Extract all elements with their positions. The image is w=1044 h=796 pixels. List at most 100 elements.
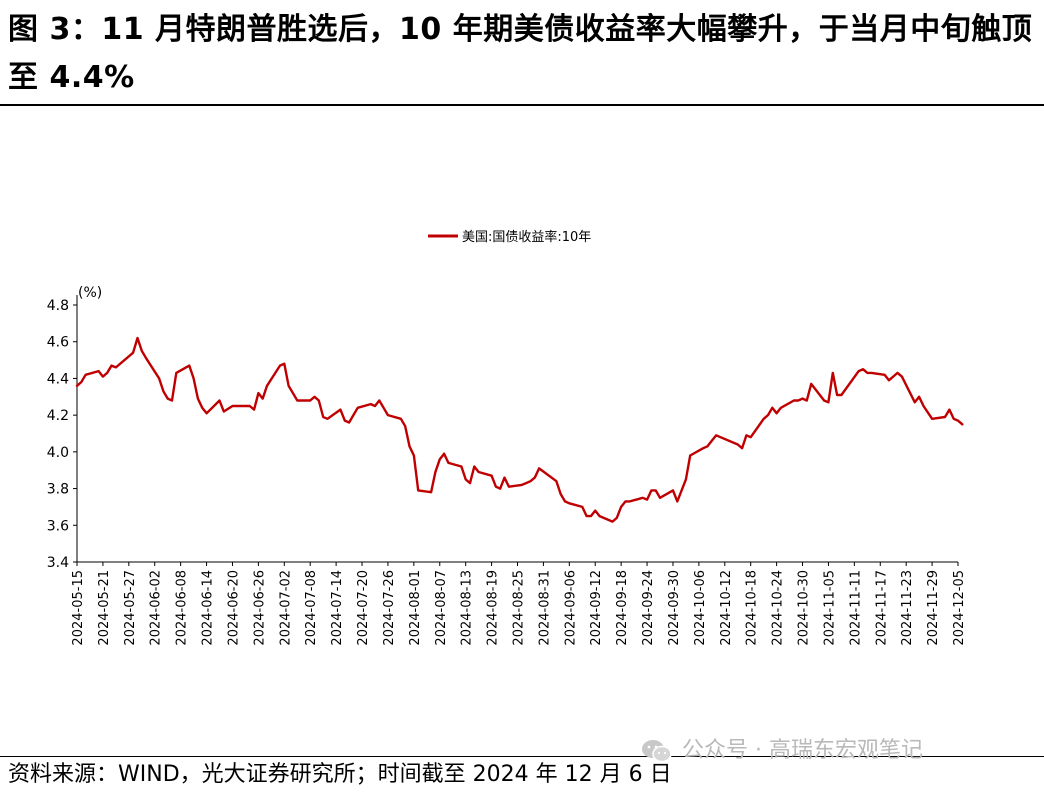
data-point <box>430 491 432 494</box>
data-point <box>348 421 350 424</box>
data-point <box>378 399 381 402</box>
data-point <box>857 370 860 372</box>
legend-label: 美国:国债收益率:10年 <box>462 229 591 245</box>
source-note: 资料来源：WIND，光大证券研究所；时间截至 2024 年 12 月 6 日 <box>8 762 672 787</box>
data-point <box>400 418 402 420</box>
line-chart: 美国:国债收益率:10年 (%) 3.4 3.6 3.8 4.0 4.2 4.4 4.6 4.… <box>47 229 967 646</box>
data-point <box>166 397 169 400</box>
data-point <box>581 506 584 508</box>
data-point <box>473 465 476 468</box>
data-point <box>689 454 691 457</box>
y-tick-label: 3.8 <box>47 482 69 498</box>
data-point <box>538 467 540 470</box>
x-tick-label: 2024-10-24 <box>771 570 786 646</box>
data-point <box>793 399 795 402</box>
data-point <box>629 500 631 503</box>
data-point <box>408 445 411 448</box>
data-point <box>490 474 493 477</box>
data-point <box>555 480 558 483</box>
data-point <box>369 403 372 405</box>
data-point <box>719 436 722 438</box>
data-point <box>568 502 571 505</box>
data-point <box>931 418 933 420</box>
data-point <box>499 487 502 490</box>
data-point <box>896 372 899 374</box>
x-tick-label: 2024-10-06 <box>693 570 708 646</box>
data-point <box>171 399 173 402</box>
data-point <box>136 337 139 339</box>
data-point <box>862 368 864 370</box>
data-point <box>175 372 178 374</box>
data-point <box>952 418 955 420</box>
data-point <box>624 500 627 503</box>
data-point <box>801 397 804 400</box>
data-point <box>417 489 420 492</box>
data-point <box>706 445 709 448</box>
x-tick-label: 2024-05-15 <box>71 570 86 646</box>
data-point <box>110 364 113 367</box>
y-tick-label: 3.4 <box>47 555 69 571</box>
data-point <box>611 520 614 523</box>
data-point <box>866 372 869 374</box>
data-point <box>564 500 566 503</box>
data-point <box>914 401 916 404</box>
data-point <box>439 458 441 461</box>
data-point <box>162 390 165 393</box>
data-point <box>257 392 260 394</box>
x-tick-label: 2024-09-30 <box>667 570 682 646</box>
x-tick-label: 2024-09-24 <box>641 570 656 646</box>
data-point <box>823 399 825 402</box>
data-point <box>356 407 359 409</box>
data-point <box>231 405 234 407</box>
data-point <box>836 394 838 396</box>
x-tick-label: 2024-08-31 <box>537 570 552 646</box>
data-point <box>503 476 506 479</box>
data-point <box>806 399 808 402</box>
data-point <box>762 418 765 420</box>
data-point <box>434 471 437 473</box>
data-point <box>374 405 376 407</box>
title-divider <box>0 104 1044 106</box>
data-point <box>188 364 191 367</box>
data-point <box>469 482 471 484</box>
data-point <box>594 509 596 512</box>
data-point <box>654 489 657 492</box>
data-point <box>102 375 104 378</box>
data-point <box>339 408 342 411</box>
data-point <box>464 478 467 481</box>
x-tick-label: 2024-08-25 <box>512 570 527 646</box>
data-point <box>248 405 251 407</box>
data-point <box>870 372 873 374</box>
data-point <box>223 410 225 413</box>
data-point <box>443 452 445 455</box>
data-point <box>253 408 255 411</box>
data-point <box>827 401 830 404</box>
data-point <box>477 471 480 473</box>
data-point <box>201 407 203 409</box>
data-point <box>749 436 752 438</box>
x-tick-label: 2024-11-29 <box>926 570 941 646</box>
data-point <box>672 489 674 492</box>
data-point <box>598 515 601 517</box>
data-point <box>737 443 739 446</box>
data-point <box>832 372 834 374</box>
data-point <box>525 482 527 484</box>
data-point <box>922 405 925 407</box>
x-tick-label: 2024-11-17 <box>874 570 889 646</box>
data-point <box>322 416 325 418</box>
series-group <box>75 336 964 523</box>
data-point <box>261 397 264 400</box>
x-tick-label: 2024-09-18 <box>615 570 630 646</box>
data-point <box>961 423 964 426</box>
data-point <box>404 425 407 427</box>
watermark-text: 公众号 · 高瑞东宏观笔记 <box>682 738 923 763</box>
data-point <box>641 497 644 499</box>
data-point <box>106 372 108 374</box>
x-tick-label: 2024-11-23 <box>900 570 915 646</box>
data-point <box>197 397 199 400</box>
data-point <box>115 366 117 369</box>
data-point <box>659 497 661 499</box>
data-point <box>797 399 799 402</box>
data-point <box>775 412 778 415</box>
data-point <box>741 447 743 449</box>
